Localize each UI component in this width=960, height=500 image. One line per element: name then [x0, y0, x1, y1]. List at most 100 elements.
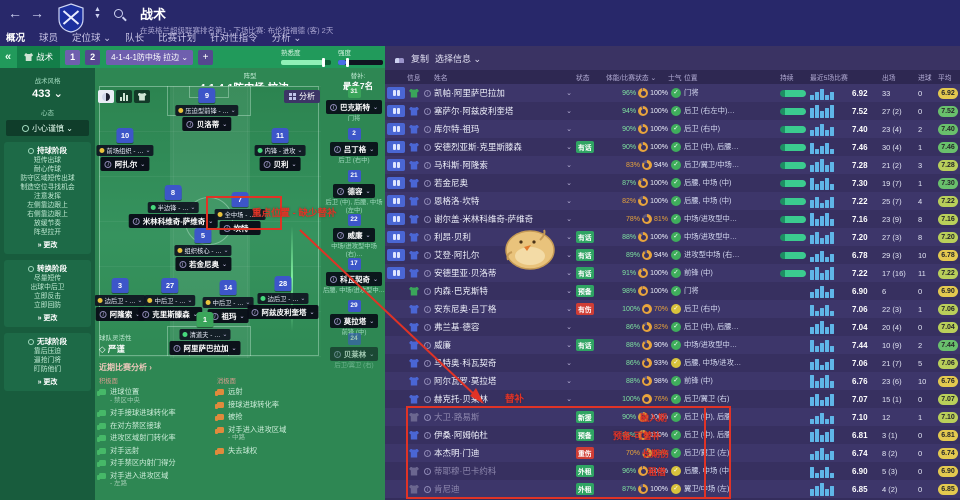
col-header-0[interactable]: 信息	[407, 75, 421, 82]
info-icon[interactable]: i	[424, 179, 431, 187]
player-name[interactable]: 蒂耶穆·巴卡约科	[434, 466, 497, 476]
tactic-slot-2[interactable]: 2	[85, 49, 101, 65]
player-name[interactable]: 大卫·路易斯	[434, 412, 480, 422]
bench-name-pill[interactable]: i 巴克斯特 ⌄	[325, 100, 383, 114]
player-name[interactable]: 赫克托·贝莱林	[434, 394, 488, 404]
chevron-down-icon[interactable]: ⌄	[566, 288, 572, 295]
chevron-down-icon[interactable]: ⌄	[566, 108, 572, 115]
info-icon[interactable]: i	[424, 251, 431, 259]
bench-name-pill[interactable]: i 莫拉塔 ⌄	[329, 314, 379, 328]
chevron-down-icon[interactable]: ⌄	[566, 180, 572, 187]
player-name-pill[interactable]: i 贝洛蒂 ⌄	[182, 117, 232, 131]
tab-2[interactable]: 定位球 ⌄	[72, 33, 112, 44]
player-shirt-number[interactable]: 5	[194, 228, 212, 243]
table-row-6[interactable]: i 恩格洛·坎特 ⌄ 82% 100% ✓ 后腰, 中场 (中) 7.22 25 (7) 4 7.2…	[385, 192, 960, 210]
bench-shirt-number[interactable]: 31	[347, 86, 361, 98]
player-role-pill[interactable]: 边后卫 - … ⌄	[95, 295, 146, 306]
chevron-down-icon[interactable]: ⌄	[566, 144, 572, 151]
tab-5[interactable]: 针对性指令	[210, 33, 258, 44]
player-role-pill[interactable]: 组织核心 - … ⌄	[174, 245, 232, 256]
player-role-pill[interactable]: 边后卫 - … ⌄	[257, 293, 309, 304]
chevron-down-icon[interactable]: ⌄	[566, 90, 572, 97]
analysis-title[interactable]: 近期比赛分析 ›	[99, 363, 152, 372]
col-header-7[interactable]: 最近5场比赛	[810, 75, 848, 82]
club-crest-icon[interactable]	[58, 3, 84, 38]
player-name[interactable]: 威廉	[434, 340, 452, 350]
selection-chip[interactable]	[387, 249, 405, 261]
change-instructions-button[interactable]: » 更改	[37, 379, 58, 386]
player-shirt-number[interactable]: 27	[161, 278, 179, 293]
col-header-2[interactable]: 状态	[576, 75, 590, 82]
bench-shirt-number[interactable]: 29	[347, 300, 361, 312]
player-name[interactable]: 艾登·阿扎尔	[434, 250, 480, 260]
selection-chip[interactable]	[387, 87, 405, 99]
player-shirt-number[interactable]: 11	[271, 128, 289, 143]
info-icon[interactable]: i	[424, 89, 431, 97]
table-row-5[interactable]: i 若金尼奥 ⌄ 87% 100% ✓ 后腰, 中场 (中) 7.30 19 (7) 1 7.30	[385, 174, 960, 192]
select-info-dropdown[interactable]: 选择信息 ⌄	[435, 53, 482, 64]
bench-name-pill[interactable]: i 吕丁格 ⌄	[329, 142, 379, 156]
table-row-20[interactable]: i 本杰明·门迪 重伤 70% 53% ✓ 后卫/翼卫 (左) 6.74 8 (2) 0 6.74	[385, 444, 960, 462]
player-shirt-number[interactable]: 1	[196, 312, 214, 327]
back-arrow-icon[interactable]: ←	[8, 5, 22, 21]
player-name[interactable]: 阿尔瓦罗·莫拉塔	[434, 376, 497, 386]
info-icon[interactable]: i	[424, 305, 431, 313]
selection-chip[interactable]	[387, 123, 405, 135]
player-name[interactable]: 本杰明·门迪	[434, 448, 480, 458]
player-role-pill[interactable]: 压迫型前锋 - … ⌄	[175, 105, 239, 116]
player-name[interactable]: 内森·巴克斯特	[434, 286, 488, 296]
table-row-2[interactable]: i 库尔特·祖玛 ⌄ 90% 100% ✓ 后卫 (右中) 7.40 23 (4) 2 7.40	[385, 120, 960, 138]
player-name[interactable]: 库尔特·祖玛	[434, 124, 480, 134]
player-shirt-number[interactable]: 9	[198, 88, 216, 103]
bench-name-pill[interactable]: i 威廉 ⌄	[333, 228, 375, 242]
bench-name-pill[interactable]: i 德容 ⌄	[333, 184, 375, 198]
info-icon[interactable]: i	[424, 125, 431, 133]
chevron-down-icon[interactable]: ⌄	[566, 360, 572, 367]
table-row-12[interactable]: i 安东尼奥·吕丁格 ⌄ 有伤 100% 70% ✓ 后卫 (右中) 7.06 22 (3) 1 7.…	[385, 300, 960, 318]
col-header-8[interactable]: 出场	[882, 75, 896, 82]
player-name-pill[interactable]: i 贝利 ⌄	[259, 157, 301, 171]
player-name[interactable]: 恩格洛·坎特	[434, 196, 480, 206]
tab-3[interactable]: 队长	[125, 33, 145, 44]
bench-name-pill[interactable]: i 科瓦契奇 ⌄	[325, 272, 383, 286]
info-icon[interactable]: i	[424, 377, 431, 385]
info-icon[interactable]: i	[424, 269, 431, 277]
player-name-pill[interactable]: i 米林科维奇-萨维奇 ⌄	[128, 214, 218, 228]
player-shirt-number[interactable]: 3	[111, 278, 129, 293]
player-role-pill[interactable]: 中后卫 - … ⌄	[144, 295, 196, 306]
player-shirt-number[interactable]: 8	[164, 185, 182, 200]
analysis-button[interactable]: 分析	[284, 90, 320, 103]
change-instructions-button[interactable]: » 更改	[37, 315, 58, 322]
info-icon[interactable]: i	[424, 161, 431, 169]
selection-chip[interactable]	[387, 267, 405, 279]
chevron-down-icon[interactable]: ⌄	[566, 342, 572, 349]
player-name-pill[interactable]: i 克里斯滕森 ⌄	[138, 307, 202, 321]
selection-chip[interactable]	[387, 231, 405, 243]
collapse-sidebar-button[interactable]: «	[5, 51, 12, 63]
table-row-17[interactable]: i 赫克托·贝莱林 ⌄ 100% 76% ✓ 后卫/翼卫 (右) 7.07 15 (1) 0 7.0…	[385, 390, 960, 408]
tactic-tab[interactable]: 战术	[17, 46, 61, 68]
col-header-6[interactable]: 持续	[780, 75, 794, 82]
info-icon[interactable]: i	[424, 107, 431, 115]
info-icon[interactable]: i	[424, 215, 431, 223]
player-name-pill[interactable]: i 阿扎尔 ⌄	[100, 157, 150, 171]
change-instructions-button[interactable]: » 更改	[37, 242, 58, 249]
bench-shirt-number[interactable]: 24	[347, 333, 361, 345]
player-role-pill[interactable]: 清道夫 - … ⌄	[179, 329, 231, 340]
player-name[interactable]: 若金尼奥	[434, 178, 469, 188]
intensity-slider[interactable]	[338, 58, 383, 67]
table-row-21[interactable]: i 蒂耶穆·巴卡约科 外租 96% 100% ✓ 后腰, 中场 (中) 6.90 5 (3) 0 6…	[385, 462, 960, 480]
chevron-down-icon[interactable]: ⌄	[566, 126, 572, 133]
table-row-14[interactable]: i 威廉 ⌄ 有话 88% 90% ✓ 中场/进攻型中… 7.44 10 (9) 2 7.44	[385, 336, 960, 354]
info-icon[interactable]: i	[424, 395, 431, 403]
search-icon[interactable]	[114, 9, 123, 18]
copy-button[interactable]: 复制	[411, 53, 430, 64]
info-icon[interactable]: i	[424, 233, 431, 241]
familiarity-slider[interactable]	[281, 58, 331, 67]
player-name[interactable]: 伊桑·阿姆帕杜	[434, 430, 488, 440]
selection-chip[interactable]	[387, 105, 405, 117]
table-row-16[interactable]: i 阿尔瓦罗·莫拉塔 ⌄ 88% 98% ✓ 前锋 (中) 6.76 23 (6) 10 6.76	[385, 372, 960, 390]
bench-shirt-number[interactable]: 21	[347, 170, 361, 182]
info-icon[interactable]: i	[424, 287, 431, 295]
